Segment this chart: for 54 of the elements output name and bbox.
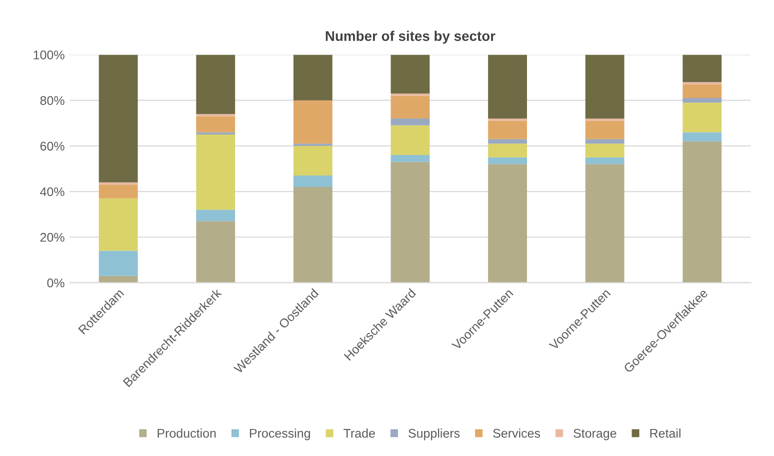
bar bbox=[488, 144, 527, 158]
bar bbox=[196, 134, 236, 210]
bar bbox=[682, 102, 722, 132]
bar bbox=[98, 184, 138, 198]
bar bbox=[585, 54, 624, 119]
bar bbox=[488, 157, 527, 164]
bar bbox=[390, 96, 430, 119]
bar bbox=[390, 155, 430, 162]
bar bbox=[98, 198, 138, 251]
y-tick-label: 80% bbox=[40, 96, 64, 105]
bar bbox=[293, 176, 332, 187]
y-tick-label: 0% bbox=[47, 278, 64, 288]
bar bbox=[488, 139, 527, 144]
bar bbox=[682, 132, 722, 142]
legend-label: Processing bbox=[250, 428, 310, 440]
bar bbox=[682, 98, 722, 103]
legend-label: Suppliers bbox=[408, 428, 460, 440]
bar bbox=[585, 157, 624, 164]
bar bbox=[585, 164, 624, 283]
bar bbox=[293, 100, 332, 144]
legend-label: Production bbox=[158, 428, 216, 438]
y-tick-label: 60% bbox=[40, 142, 64, 151]
bar bbox=[293, 186, 332, 283]
y-tick-label: 40% bbox=[40, 187, 64, 196]
y-tick-label: 20% bbox=[40, 232, 64, 242]
bar bbox=[585, 144, 624, 158]
legend-label: Trade bbox=[344, 428, 375, 438]
bar bbox=[390, 162, 430, 283]
legend-label: Retail bbox=[650, 428, 680, 438]
bar bbox=[390, 93, 430, 96]
bar bbox=[196, 132, 236, 135]
bar bbox=[390, 54, 430, 94]
bar bbox=[196, 116, 236, 132]
y-tick-label: 100% bbox=[34, 50, 64, 60]
bar bbox=[196, 54, 236, 114]
bar bbox=[293, 54, 332, 100]
bar bbox=[98, 54, 138, 182]
bar bbox=[98, 250, 138, 276]
bar bbox=[585, 120, 624, 140]
legend-label: Services bbox=[493, 428, 540, 438]
bar bbox=[293, 146, 332, 176]
bar bbox=[682, 141, 722, 283]
legend-label: Storage bbox=[574, 428, 616, 440]
bar bbox=[585, 139, 624, 144]
bar bbox=[488, 54, 527, 119]
bar bbox=[196, 221, 236, 283]
bar bbox=[390, 118, 430, 126]
bar bbox=[682, 54, 722, 82]
bar bbox=[682, 84, 722, 98]
bar bbox=[488, 120, 527, 140]
bar bbox=[196, 210, 236, 222]
chart-title: Number of sites by sector bbox=[326, 30, 496, 44]
bar bbox=[488, 164, 527, 283]
bar bbox=[390, 125, 430, 156]
